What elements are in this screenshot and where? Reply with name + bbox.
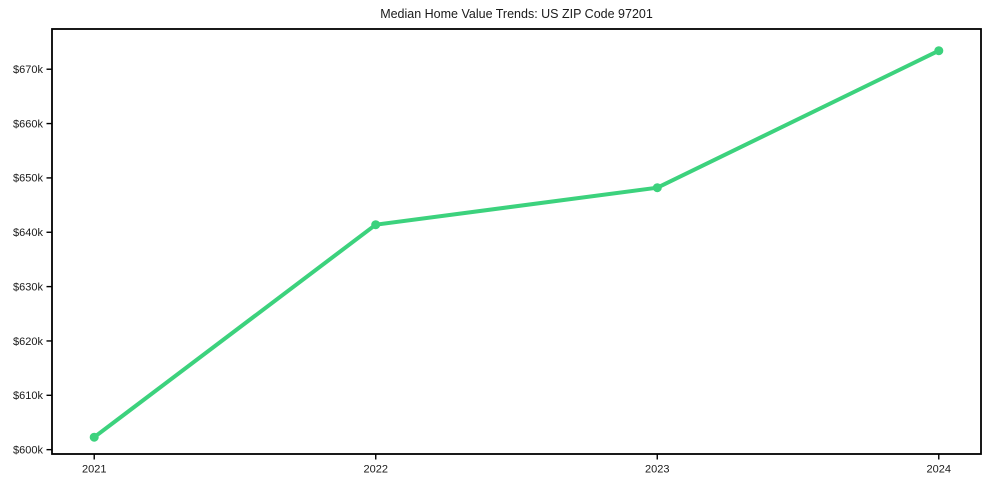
chart-title: Median Home Value Trends: US ZIP Code 97… (380, 7, 653, 21)
x-tick-label: 2024 (927, 464, 951, 476)
data-point-marker (652, 183, 662, 193)
y-tick-label: $660k (13, 118, 43, 130)
y-tick-label: $620k (13, 336, 43, 348)
y-tick-label: $600k (13, 444, 43, 456)
y-tick-label: $610k (13, 390, 43, 402)
trend-line (92, 48, 941, 440)
x-tick-label: 2021 (82, 464, 106, 476)
x-tick-label: 2023 (645, 464, 669, 476)
y-tick-label: $650k (13, 173, 43, 185)
y-tick-label: $670k (13, 64, 43, 76)
x-tick-label: 2022 (364, 464, 388, 476)
y-tick-label: $640k (13, 227, 43, 239)
data-point-marker (371, 220, 381, 230)
y-tick-label: $630k (13, 281, 43, 293)
plot-area-border (51, 28, 982, 455)
data-point-marker (89, 432, 99, 442)
data-point-marker (934, 46, 944, 56)
